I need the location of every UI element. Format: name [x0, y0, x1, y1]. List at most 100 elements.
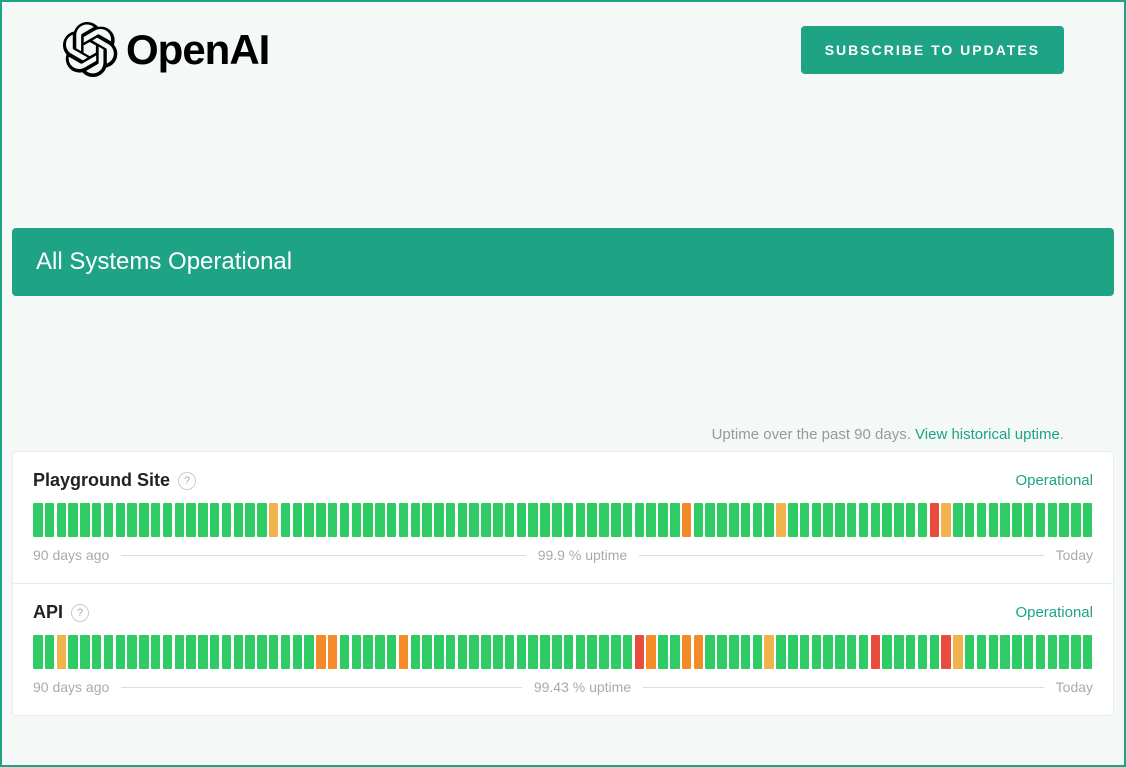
uptime-bar[interactable]: [210, 503, 220, 537]
uptime-bar[interactable]: [387, 635, 397, 669]
uptime-bar[interactable]: [45, 503, 55, 537]
uptime-bar[interactable]: [635, 503, 645, 537]
uptime-bar[interactable]: [906, 635, 916, 669]
uptime-bar[interactable]: [269, 503, 279, 537]
uptime-bar[interactable]: [871, 503, 881, 537]
uptime-bar[interactable]: [776, 635, 786, 669]
uptime-bar[interactable]: [528, 503, 538, 537]
uptime-bar[interactable]: [552, 503, 562, 537]
uptime-bar[interactable]: [340, 635, 350, 669]
uptime-bar[interactable]: [281, 503, 291, 537]
uptime-bar[interactable]: [139, 635, 149, 669]
uptime-bar[interactable]: [517, 635, 527, 669]
uptime-bar[interactable]: [505, 503, 515, 537]
uptime-bar[interactable]: [1071, 503, 1081, 537]
uptime-bar[interactable]: [835, 635, 845, 669]
uptime-bar[interactable]: [823, 635, 833, 669]
uptime-bar[interactable]: [198, 503, 208, 537]
uptime-bar[interactable]: [694, 503, 704, 537]
uptime-bar[interactable]: [611, 635, 621, 669]
uptime-bar[interactable]: [517, 503, 527, 537]
uptime-bar[interactable]: [658, 635, 668, 669]
uptime-bar[interactable]: [92, 635, 102, 669]
uptime-bar[interactable]: [340, 503, 350, 537]
uptime-bar[interactable]: [458, 635, 468, 669]
uptime-bar[interactable]: [80, 503, 90, 537]
uptime-bar[interactable]: [163, 503, 173, 537]
uptime-bar[interactable]: [1000, 503, 1010, 537]
uptime-bar[interactable]: [387, 503, 397, 537]
uptime-bar[interactable]: [363, 635, 373, 669]
uptime-bar[interactable]: [882, 503, 892, 537]
uptime-bar[interactable]: [57, 503, 67, 537]
subscribe-button[interactable]: SUBSCRIBE TO UPDATES: [801, 26, 1064, 74]
uptime-bar[interactable]: [835, 503, 845, 537]
uptime-bar[interactable]: [127, 503, 137, 537]
uptime-bar[interactable]: [682, 503, 692, 537]
uptime-bar[interactable]: [411, 503, 421, 537]
uptime-bar[interactable]: [918, 635, 928, 669]
historical-uptime-link[interactable]: View historical uptime: [915, 426, 1060, 443]
uptime-bar[interactable]: [540, 503, 550, 537]
uptime-bar[interactable]: [894, 503, 904, 537]
uptime-bar[interactable]: [375, 503, 385, 537]
uptime-bar[interactable]: [1059, 503, 1069, 537]
uptime-bar[interactable]: [847, 635, 857, 669]
uptime-bar[interactable]: [352, 635, 362, 669]
uptime-bar[interactable]: [812, 503, 822, 537]
uptime-bar[interactable]: [104, 635, 114, 669]
uptime-bar[interactable]: [694, 635, 704, 669]
uptime-bar[interactable]: [198, 635, 208, 669]
uptime-bar[interactable]: [788, 503, 798, 537]
uptime-bar[interactable]: [611, 503, 621, 537]
uptime-bar[interactable]: [753, 635, 763, 669]
uptime-bar[interactable]: [552, 635, 562, 669]
uptime-bar[interactable]: [434, 635, 444, 669]
uptime-bar[interactable]: [411, 635, 421, 669]
uptime-bar[interactable]: [293, 635, 303, 669]
uptime-bar[interactable]: [139, 503, 149, 537]
uptime-bar[interactable]: [989, 503, 999, 537]
uptime-bar[interactable]: [116, 503, 126, 537]
uptime-bar[interactable]: [729, 503, 739, 537]
uptime-bar[interactable]: [1083, 635, 1093, 669]
uptime-bar[interactable]: [458, 503, 468, 537]
uptime-bar[interactable]: [57, 635, 67, 669]
uptime-bar[interactable]: [812, 635, 822, 669]
uptime-bar[interactable]: [635, 635, 645, 669]
uptime-bar[interactable]: [540, 635, 550, 669]
uptime-bar[interactable]: [953, 635, 963, 669]
uptime-bar[interactable]: [151, 635, 161, 669]
uptime-bar[interactable]: [800, 503, 810, 537]
uptime-bar[interactable]: [281, 635, 291, 669]
uptime-bar[interactable]: [175, 635, 185, 669]
uptime-bar[interactable]: [186, 635, 196, 669]
uptime-bar[interactable]: [293, 503, 303, 537]
uptime-bar[interactable]: [210, 635, 220, 669]
uptime-bar[interactable]: [977, 635, 987, 669]
uptime-bar[interactable]: [930, 635, 940, 669]
uptime-bar[interactable]: [977, 503, 987, 537]
uptime-bar[interactable]: [127, 635, 137, 669]
uptime-bar[interactable]: [328, 503, 338, 537]
uptime-bar[interactable]: [646, 503, 656, 537]
uptime-bar[interactable]: [446, 503, 456, 537]
uptime-bar[interactable]: [576, 503, 586, 537]
uptime-bar[interactable]: [587, 503, 597, 537]
uptime-bar[interactable]: [422, 503, 432, 537]
uptime-bar[interactable]: [658, 503, 668, 537]
uptime-bar[interactable]: [33, 635, 43, 669]
uptime-bar[interactable]: [800, 635, 810, 669]
uptime-bar[interactable]: [352, 503, 362, 537]
uptime-bar[interactable]: [953, 503, 963, 537]
uptime-bar[interactable]: [316, 635, 326, 669]
uptime-bar[interactable]: [269, 635, 279, 669]
uptime-bar[interactable]: [1071, 635, 1081, 669]
uptime-bar[interactable]: [163, 635, 173, 669]
uptime-bar[interactable]: [222, 503, 232, 537]
uptime-bar[interactable]: [764, 635, 774, 669]
uptime-bar[interactable]: [729, 635, 739, 669]
uptime-bar[interactable]: [1036, 635, 1046, 669]
uptime-bar[interactable]: [399, 635, 409, 669]
uptime-bar[interactable]: [481, 503, 491, 537]
